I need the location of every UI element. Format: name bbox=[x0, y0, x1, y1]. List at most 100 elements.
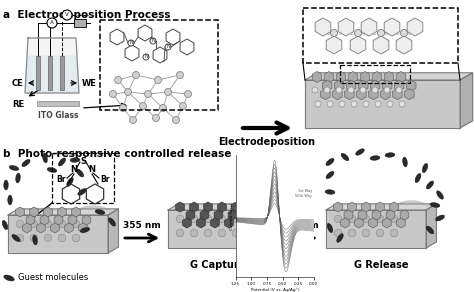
Polygon shape bbox=[344, 210, 353, 220]
Circle shape bbox=[150, 38, 156, 44]
Text: 355 nm: 355 nm bbox=[123, 221, 161, 230]
Text: b  Photo-responsive controlled release: b Photo-responsive controlled release bbox=[3, 149, 231, 159]
Circle shape bbox=[218, 215, 226, 223]
Circle shape bbox=[204, 229, 212, 237]
Bar bbox=[340, 65, 410, 83]
Circle shape bbox=[348, 215, 356, 223]
Polygon shape bbox=[360, 72, 370, 83]
Polygon shape bbox=[312, 72, 322, 83]
Circle shape bbox=[155, 77, 162, 84]
Circle shape bbox=[153, 114, 159, 121]
Polygon shape bbox=[392, 89, 402, 100]
Polygon shape bbox=[68, 215, 77, 225]
Polygon shape bbox=[23, 223, 31, 233]
Circle shape bbox=[62, 10, 72, 20]
Polygon shape bbox=[40, 215, 49, 225]
Bar bbox=[52, 153, 114, 203]
Circle shape bbox=[312, 87, 318, 93]
Polygon shape bbox=[26, 215, 35, 225]
Bar bbox=[48, 56, 52, 90]
Text: N: N bbox=[71, 166, 78, 175]
Text: WE: WE bbox=[82, 79, 97, 88]
Ellipse shape bbox=[76, 169, 84, 177]
Ellipse shape bbox=[436, 215, 445, 221]
Circle shape bbox=[47, 18, 57, 28]
Polygon shape bbox=[228, 210, 237, 220]
Polygon shape bbox=[225, 218, 233, 228]
Ellipse shape bbox=[327, 223, 333, 233]
Circle shape bbox=[115, 77, 121, 84]
Ellipse shape bbox=[109, 218, 116, 226]
Circle shape bbox=[44, 220, 52, 228]
Circle shape bbox=[173, 117, 180, 124]
Polygon shape bbox=[218, 202, 226, 212]
Polygon shape bbox=[210, 218, 219, 228]
Ellipse shape bbox=[337, 234, 343, 242]
Polygon shape bbox=[376, 202, 384, 212]
Ellipse shape bbox=[12, 234, 20, 241]
Polygon shape bbox=[341, 218, 349, 228]
Ellipse shape bbox=[43, 153, 47, 163]
Polygon shape bbox=[326, 204, 437, 210]
Polygon shape bbox=[182, 218, 191, 228]
Ellipse shape bbox=[422, 163, 428, 173]
Circle shape bbox=[362, 229, 370, 237]
Polygon shape bbox=[79, 223, 87, 233]
Circle shape bbox=[339, 101, 345, 107]
Polygon shape bbox=[214, 210, 223, 220]
Ellipse shape bbox=[4, 275, 14, 281]
Polygon shape bbox=[333, 89, 342, 100]
Polygon shape bbox=[373, 36, 389, 54]
Polygon shape bbox=[338, 18, 354, 36]
Polygon shape bbox=[305, 73, 473, 80]
Ellipse shape bbox=[326, 171, 334, 179]
Circle shape bbox=[125, 88, 131, 95]
Ellipse shape bbox=[2, 220, 8, 230]
Text: a  Electrodeposition Process: a Electrodeposition Process bbox=[3, 10, 171, 20]
Polygon shape bbox=[362, 202, 370, 212]
Circle shape bbox=[360, 87, 366, 93]
Polygon shape bbox=[168, 210, 268, 248]
Polygon shape bbox=[394, 80, 404, 91]
Ellipse shape bbox=[426, 226, 434, 234]
Polygon shape bbox=[336, 72, 346, 83]
Ellipse shape bbox=[9, 166, 19, 171]
Circle shape bbox=[30, 234, 38, 242]
Circle shape bbox=[164, 88, 172, 95]
Polygon shape bbox=[326, 36, 342, 54]
Circle shape bbox=[128, 40, 134, 46]
Circle shape bbox=[58, 220, 66, 228]
Ellipse shape bbox=[47, 168, 57, 173]
Polygon shape bbox=[346, 80, 356, 91]
Polygon shape bbox=[406, 80, 416, 91]
Polygon shape bbox=[30, 207, 38, 217]
Polygon shape bbox=[405, 89, 414, 100]
Circle shape bbox=[355, 29, 362, 36]
Bar bbox=[37, 101, 79, 106]
Circle shape bbox=[327, 101, 333, 107]
Circle shape bbox=[58, 234, 66, 242]
Polygon shape bbox=[384, 72, 394, 83]
Polygon shape bbox=[369, 218, 377, 228]
Polygon shape bbox=[345, 89, 354, 100]
Ellipse shape bbox=[67, 178, 73, 186]
Text: ITO Glass: ITO Glass bbox=[38, 111, 78, 120]
Polygon shape bbox=[396, 72, 406, 83]
Polygon shape bbox=[204, 202, 212, 212]
Text: 480 nm: 480 nm bbox=[281, 221, 319, 230]
Text: N: N bbox=[89, 166, 95, 175]
Ellipse shape bbox=[415, 173, 421, 182]
Circle shape bbox=[384, 87, 390, 93]
Circle shape bbox=[109, 91, 117, 98]
Ellipse shape bbox=[326, 158, 334, 166]
Text: Br: Br bbox=[100, 175, 110, 183]
Polygon shape bbox=[16, 207, 24, 217]
Circle shape bbox=[72, 220, 80, 228]
Polygon shape bbox=[64, 223, 73, 233]
Circle shape bbox=[336, 87, 342, 93]
Polygon shape bbox=[238, 218, 247, 228]
Polygon shape bbox=[305, 80, 460, 128]
Polygon shape bbox=[54, 215, 63, 225]
Ellipse shape bbox=[70, 158, 80, 162]
Ellipse shape bbox=[8, 195, 12, 205]
